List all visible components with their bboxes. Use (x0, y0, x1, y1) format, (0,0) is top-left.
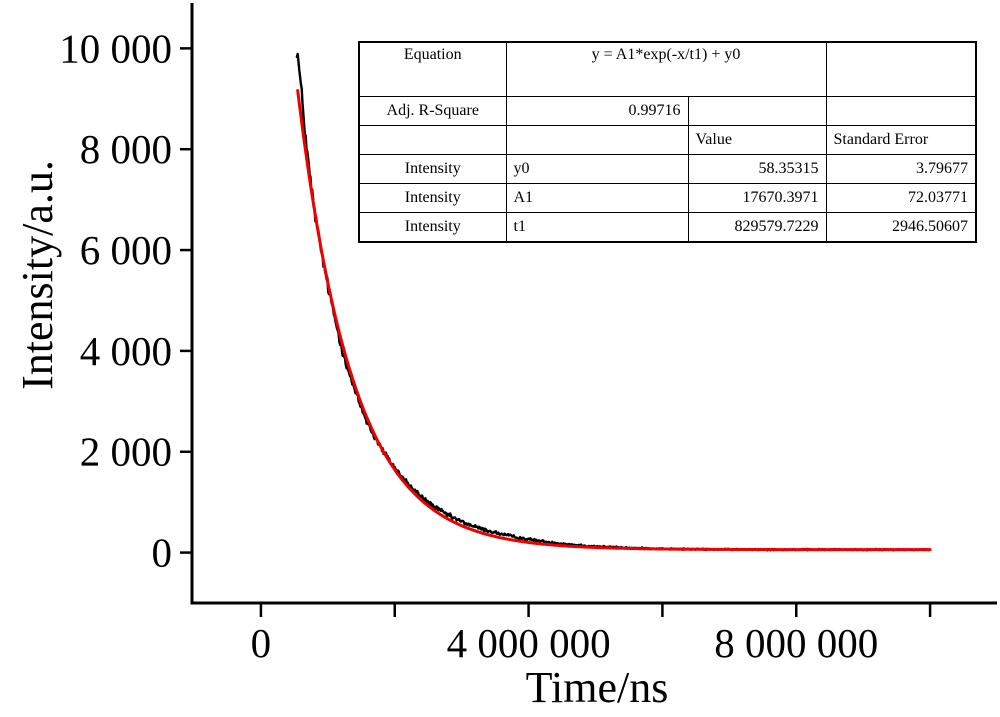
y-tick-label: 6 000 (80, 227, 172, 273)
table-row-rsquare: Adj. R-Square 0.99716 (358, 96, 977, 126)
exponential-fit-curve (296, 89, 932, 552)
param-stderr: 2946.50607 (825, 212, 977, 243)
series-name: Intensity (358, 154, 507, 184)
param-stderr: 72.03771 (825, 183, 977, 213)
param-value: 58.35315 (687, 154, 827, 184)
y-axis-title: Intensity/a.u. (13, 160, 62, 390)
equation-label: Equation (358, 41, 507, 97)
y-tick-label: 10 000 (59, 25, 172, 71)
x-tick-label: 4 000 000 (447, 620, 611, 666)
x-axis-title: Time/ns (526, 663, 669, 712)
table-row-headers: Value Standard Error (358, 125, 977, 155)
series-name: Intensity (358, 212, 507, 243)
series-name: Intensity (358, 183, 507, 213)
fit-results-table: Equation y = A1*exp(-x/t1) + y0 Adj. R-S… (358, 41, 978, 243)
x-tick-label: 8 000 000 (714, 620, 878, 666)
empty-cell (825, 41, 977, 97)
rsquare-label: Adj. R-Square (358, 96, 507, 126)
x-tick-label: 0 (251, 620, 272, 666)
table-row-y0: Intensity y0 58.35315 3.79677 (358, 154, 977, 184)
param-name: A1 (505, 183, 689, 213)
y-tick-label: 8 000 (80, 126, 172, 172)
table-row-a1: Intensity A1 17670.3971 72.03771 (358, 183, 977, 213)
empty-cell (505, 125, 689, 155)
y-tick-label: 2 000 (80, 429, 172, 475)
empty-cell (687, 96, 827, 126)
rsquare-value: 0.99716 (505, 96, 689, 126)
param-value: 829579.7229 (687, 212, 827, 243)
table-row-equation: Equation y = A1*exp(-x/t1) + y0 (358, 41, 977, 97)
param-value: 17670.3971 (687, 183, 827, 213)
y-tick-label: 0 (152, 530, 173, 576)
param-stderr: 3.79677 (825, 154, 977, 184)
table-row-t1: Intensity t1 829579.7229 2946.50607 (358, 212, 977, 243)
equation-value: y = A1*exp(-x/t1) + y0 (505, 41, 827, 97)
empty-cell (825, 96, 977, 126)
value-column-header: Value (687, 125, 827, 155)
y-tick-label: 4 000 (80, 328, 172, 374)
fit-results-table-grid: Equation y = A1*exp(-x/t1) + y0 Adj. R-S… (358, 41, 978, 243)
param-name: t1 (505, 212, 689, 243)
empty-cell (358, 125, 507, 155)
param-name: y0 (505, 154, 689, 184)
stderr-column-header: Standard Error (825, 125, 977, 155)
